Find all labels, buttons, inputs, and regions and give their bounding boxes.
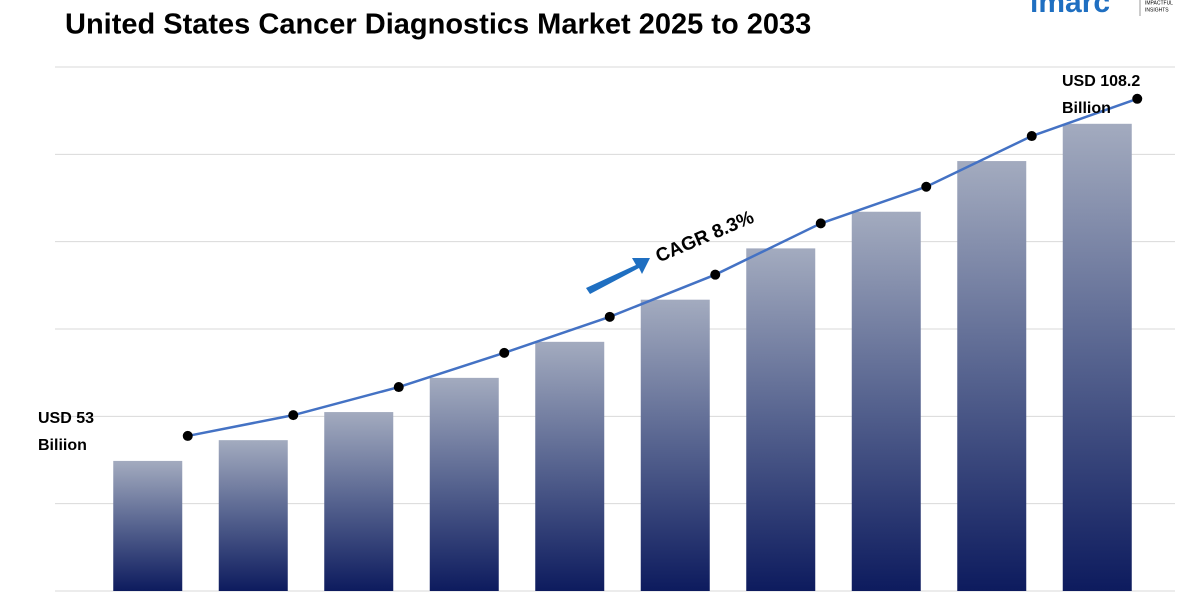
- trend-point: [393, 382, 404, 393]
- trend-point: [921, 181, 932, 192]
- end-label: Billion: [1062, 100, 1111, 117]
- trend-point: [1132, 93, 1143, 104]
- logo-tagline: INSIGHTS: [1145, 7, 1169, 13]
- start-label: Biliion: [38, 437, 87, 454]
- logo-tagline: IMPACTFUL: [1145, 0, 1173, 6]
- logo-name: imarc: [1030, 0, 1110, 19]
- trend-point: [499, 347, 510, 358]
- trend: [182, 93, 1143, 441]
- bar: [535, 341, 605, 591]
- chart-title: United States Cancer Diagnostics Market …: [65, 9, 811, 41]
- bar: [851, 211, 921, 591]
- trend-point: [710, 269, 721, 280]
- trend-point: [288, 410, 299, 421]
- bar: [1062, 123, 1132, 591]
- trend-point: [182, 430, 193, 441]
- trend-point: [815, 218, 826, 229]
- bar: [640, 299, 710, 591]
- trend-point: [1026, 131, 1037, 142]
- bar: [429, 377, 499, 591]
- trend-point: [604, 311, 615, 322]
- bars: [113, 123, 1132, 592]
- bar: [746, 248, 816, 591]
- bar: [957, 161, 1027, 592]
- bar: [113, 460, 183, 591]
- trend-line: [187, 97, 1138, 438]
- start-label: USD 53: [38, 410, 94, 427]
- end-label: USD 108.2: [1062, 73, 1140, 90]
- cagr-arrow: [586, 258, 650, 294]
- bar: [324, 412, 394, 591]
- bar: [218, 440, 288, 591]
- cagr-label: CAGR 8.3%: [653, 207, 758, 267]
